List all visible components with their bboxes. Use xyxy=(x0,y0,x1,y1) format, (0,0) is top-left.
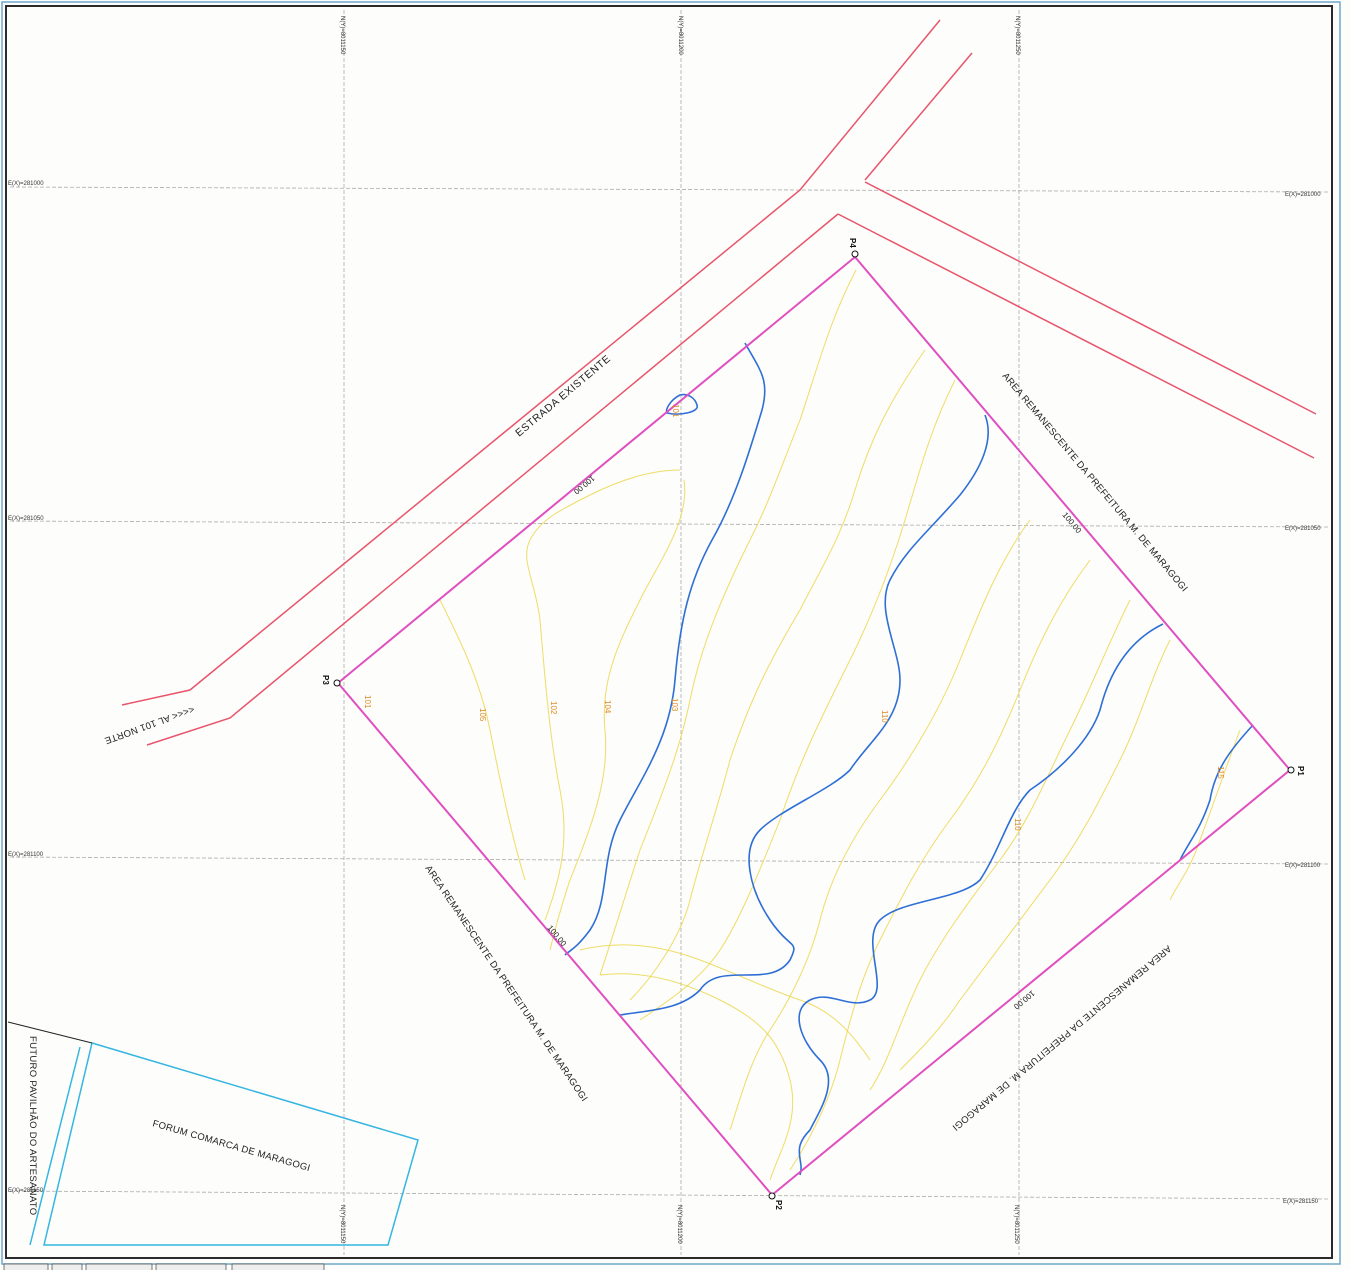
vertex-label-p3: P3 xyxy=(321,675,330,685)
contour-value-label: 104 xyxy=(603,700,612,714)
vertex-marker[interactable] xyxy=(768,1192,776,1200)
vertex-marker[interactable] xyxy=(851,250,859,258)
side-road-edge xyxy=(864,181,1317,415)
side-road-edge xyxy=(837,213,1315,459)
existing-road-edge-south xyxy=(146,213,839,746)
footer-tab xyxy=(231,1263,325,1270)
sheet-footer-tabs xyxy=(3,1263,325,1270)
grid-line-horizontal xyxy=(9,186,1331,193)
contour-line xyxy=(599,973,794,1181)
grid-label-right: E(X)=281000 xyxy=(1285,192,1321,198)
grid-label-left: E(X)=281150 xyxy=(8,1188,44,1194)
grid-label-left: E(X)=281100 xyxy=(8,852,44,858)
pavilion-boundary-line xyxy=(7,1021,93,1044)
grid-line-horizontal xyxy=(9,1190,1331,1200)
grid-label-bottom: N(Y)=8011200 xyxy=(676,1205,682,1244)
grid-label-left: E(X)=281050 xyxy=(8,516,44,522)
contour-value-label: 115 xyxy=(1216,766,1225,779)
vertex-marker[interactable] xyxy=(1287,766,1295,774)
contour-line xyxy=(579,944,871,1061)
forum-building-outline[interactable] xyxy=(43,1042,419,1246)
grid-label-top: N(Y)=8011200 xyxy=(677,16,683,55)
contour-line-major xyxy=(798,623,1164,1176)
grid-label-bottom: N(Y)=8011150 xyxy=(339,1205,345,1244)
grid-label-top: N(Y)=8011250 xyxy=(1014,16,1020,55)
sheet-inner-border xyxy=(5,5,1333,1259)
adjacent-area-label-southeast: AREA REMANESCENTE DA PREFEITURA M. DE MA… xyxy=(950,943,1173,1133)
adjacent-area-label-northeast: AREA REMANESCENTE DA PREFEITURA M. DE MA… xyxy=(1000,371,1190,594)
elevation-label: 100,00 xyxy=(545,924,568,949)
highway-label: <<<< AL 101 NORTE xyxy=(103,703,196,746)
contour-value-label: 102 xyxy=(549,701,558,715)
contour-line xyxy=(789,559,1091,1171)
grid-label-right: E(X)=281150 xyxy=(1283,1199,1319,1205)
minor-contours xyxy=(439,269,1241,1181)
existing-road-label: ESTRADA EXISTENTE xyxy=(513,353,613,440)
contour-value-label: 103 xyxy=(670,698,679,712)
contour-closed-loop xyxy=(665,393,698,415)
footer-tab xyxy=(3,1263,49,1270)
footer-tab xyxy=(85,1263,153,1270)
contour-line-major xyxy=(1179,724,1254,861)
existing-road-edge-north xyxy=(121,19,941,706)
pavilion-label: FUTURO PAVILHÃO DO ARTESANATO xyxy=(27,1036,38,1215)
contour-value-label: 110 xyxy=(1013,818,1022,831)
contour-line xyxy=(639,379,956,1021)
contour-line xyxy=(899,639,1171,1071)
grid-label-bottom: N(Y)=8011250 xyxy=(1013,1205,1019,1244)
roads: ESTRADA EXISTENTE <<<< AL 101 NORTE xyxy=(103,19,1317,746)
buildings: FORUM COMARCA DE MARAGOGI FUTURO PAVILHÃ… xyxy=(7,1021,419,1246)
contour-line-major xyxy=(564,342,766,956)
vertex-label-p2: P2 xyxy=(774,1200,783,1210)
contour-value-label: 105 xyxy=(478,708,487,722)
vertex-marker[interactable] xyxy=(333,679,341,687)
major-contours xyxy=(564,342,1254,1176)
contour-line xyxy=(526,469,681,921)
coordinate-grid: N(Y)=8011150 N(Y)=8011200 N(Y)=8011250 N… xyxy=(8,10,1331,1255)
grid-label-right: E(X)=281100 xyxy=(1285,863,1321,869)
vertex-label-p1: P1 xyxy=(1296,766,1305,776)
grid-label-right: E(X)=281050 xyxy=(1285,526,1321,532)
vertex-label-p4: P4 xyxy=(848,238,857,248)
contour-value-label: 110 xyxy=(880,710,889,723)
elevation-label: 100,00 xyxy=(1012,988,1037,1011)
contour-line xyxy=(729,519,1031,1131)
elevation-label: 100,00 xyxy=(572,473,597,496)
grid-line-horizontal xyxy=(9,856,1331,865)
contour-line xyxy=(549,479,686,951)
contour-line xyxy=(869,599,1131,1091)
parcel-vertices: P4 P1 P2 P3 xyxy=(321,238,1305,1210)
grid-label-top: N(Y)=8011150 xyxy=(339,16,345,55)
grid-label-left: E(X)=281000 xyxy=(8,181,44,187)
footer-tab xyxy=(155,1263,227,1270)
contour-value-label: 101 xyxy=(671,404,680,418)
contour-line xyxy=(629,349,926,1001)
contour-value-label: 101 xyxy=(363,695,372,709)
forum-label: FORUM COMARCA DE MARAGOGI xyxy=(151,1118,311,1174)
grid-line-horizontal xyxy=(9,520,1331,528)
contour-line xyxy=(599,269,857,976)
contour-line xyxy=(1169,729,1241,901)
pavilion-outline xyxy=(29,1046,81,1246)
footer-tab xyxy=(51,1263,83,1270)
adjacent-area-label-southwest: AREA REMANESCENTE DA PREFEITURA M. DE MA… xyxy=(423,864,590,1104)
side-road-edge xyxy=(864,52,973,181)
contour-line xyxy=(439,599,526,881)
contour-line-major xyxy=(619,414,989,1016)
